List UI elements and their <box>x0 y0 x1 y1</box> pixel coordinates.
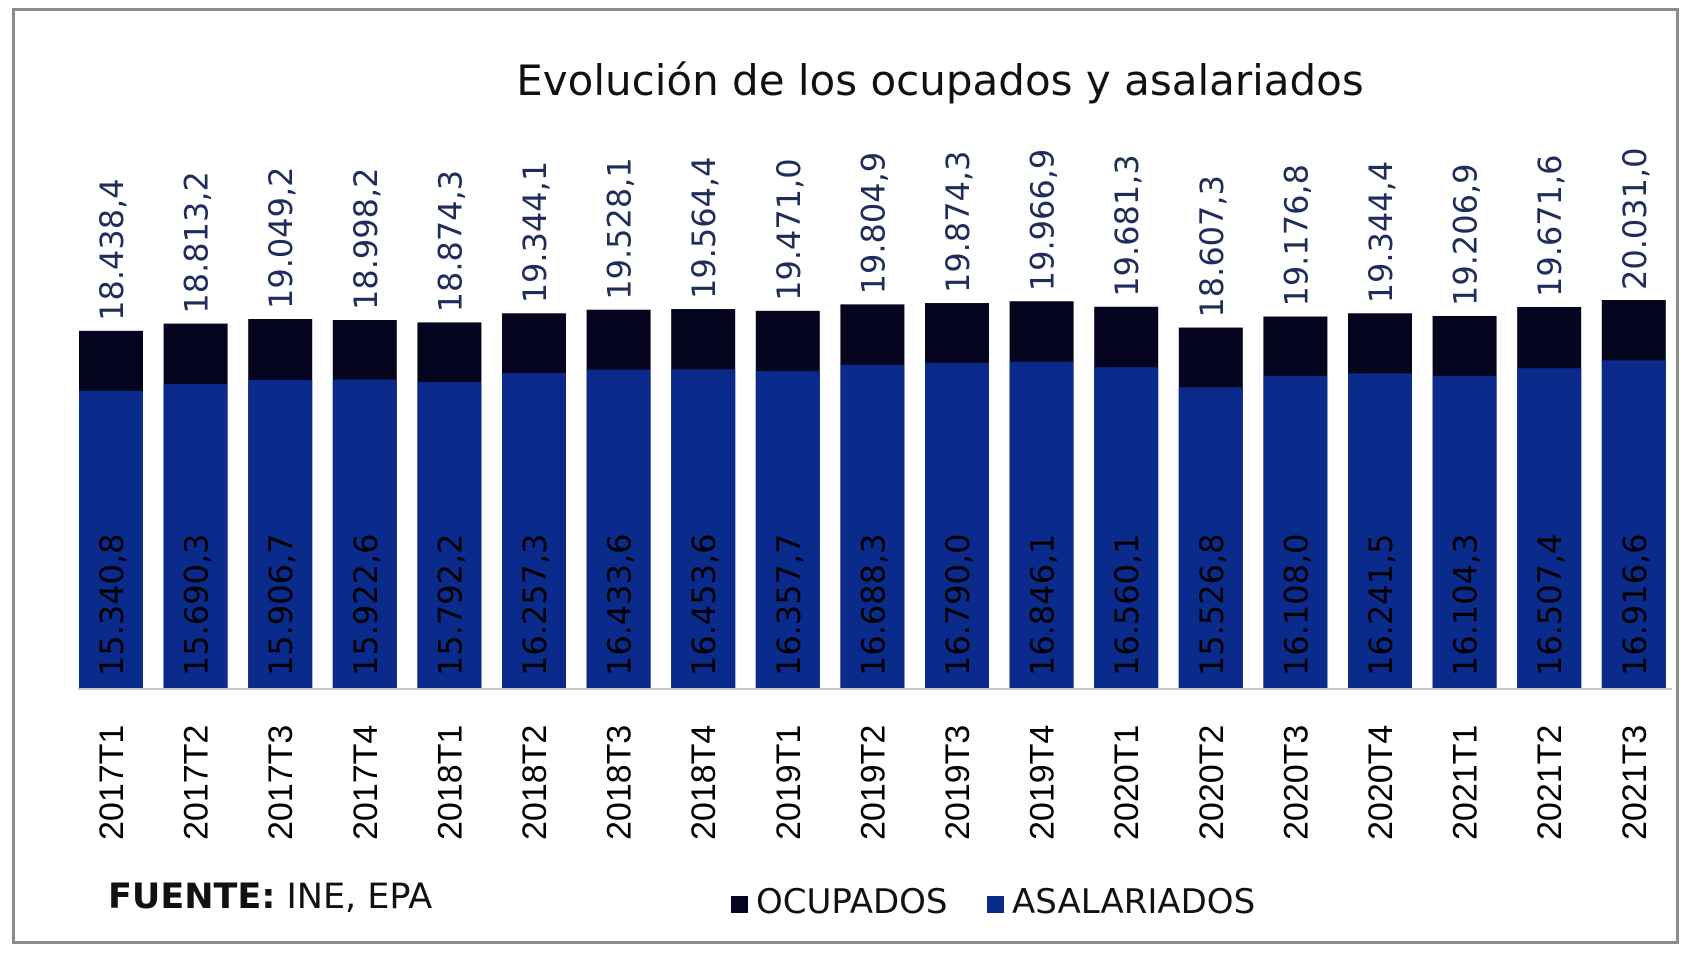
bar-asalariados-2020t1 <box>1094 367 1159 688</box>
legend-label-ocupados: OCUPADOS <box>756 882 948 922</box>
bar-asalariados-2017t2 <box>163 384 228 688</box>
data-label-asalariados-2019t4: 16.846,1 <box>1024 534 1062 677</box>
category-labels-layer: 2017T1 2017T2 2017T3 2017T4 2018T1 2018T2 2018… <box>93 725 1654 840</box>
data-label-asalariados-2020t2: 15.526,8 <box>1193 534 1231 677</box>
bar-asalariados-2020t4 <box>1348 373 1412 688</box>
legend-swatch-ocupados <box>731 896 748 913</box>
data-label-asalariados-2018t4: 16.453,6 <box>685 534 723 677</box>
category-label-2018t4: 2018T4 <box>685 725 723 840</box>
data-label-asalariados-2021t3: 16.916,6 <box>1616 534 1654 677</box>
data-label-ocupados-2020t2: 18.607,3 <box>1193 175 1231 318</box>
legend-swatch-asalariados <box>987 896 1004 913</box>
category-label-2020t2: 2020T2 <box>1193 725 1231 840</box>
bar-asalariados-2019t1 <box>755 371 820 688</box>
bar-asalariados-2019t3 <box>925 362 989 688</box>
data-label-asalariados-2020t4: 16.241,5 <box>1362 534 1400 677</box>
data-label-ocupados-2020t1: 19.681,3 <box>1108 154 1146 297</box>
data-label-asalariados-2017t2: 15.690,3 <box>178 534 216 677</box>
data-label-ocupados-2021t2: 19.671,6 <box>1531 154 1569 297</box>
data-label-ocupados-2020t3: 19.176,8 <box>1277 164 1315 307</box>
category-label-2019t3: 2019T3 <box>939 725 977 840</box>
category-label-2018t2: 2018T2 <box>516 725 554 840</box>
legend-label-asalariados: ASALARIADOS <box>1012 882 1255 922</box>
data-label-asalariados-2020t1: 16.560,1 <box>1108 534 1146 677</box>
bar-asalariados-2018t2 <box>502 373 566 688</box>
data-label-ocupados-2018t1: 18.874,3 <box>431 170 469 313</box>
data-label-ocupados-2018t3: 19.528,1 <box>601 157 639 300</box>
category-label-2021t1: 2021T1 <box>1447 725 1485 840</box>
category-label-2019t1: 2019T1 <box>770 725 808 840</box>
data-label-ocupados-2017t4: 18.998,2 <box>347 168 385 311</box>
data-label-ocupados-2019t2: 19.804,9 <box>854 152 892 295</box>
source-label: FUENTE: <box>108 877 275 917</box>
category-label-2020t1: 2020T1 <box>1108 725 1146 840</box>
data-label-ocupados-2017t3: 19.049,2 <box>262 167 300 310</box>
bar-asalariados-2018t1 <box>417 382 482 688</box>
bar-asalariados-2020t3 <box>1263 375 1328 688</box>
source-note: FUENTE: INE, EPA <box>108 877 432 917</box>
data-label-ocupados-2019t4: 19.966,9 <box>1024 149 1062 292</box>
category-label-2018t1: 2018T1 <box>431 725 469 840</box>
data-label-asalariados-2017t4: 15.922,6 <box>347 534 385 677</box>
data-label-ocupados-2017t2: 18.813,2 <box>178 171 216 314</box>
bar-asalariados-2017t3 <box>248 379 313 688</box>
bar-asalariados-2017t1 <box>79 390 143 688</box>
data-labels-layer: 18.438,4 15.340,8 18.813,2 15.690,3 19.049,2… <box>93 148 1654 677</box>
bar-asalariados-2021t2 <box>1517 368 1582 688</box>
data-label-asalariados-2021t2: 16.507,4 <box>1531 534 1569 677</box>
legend: OCUPADOS ASALARIADOS <box>731 882 1255 922</box>
data-label-ocupados-2019t3: 19.874,3 <box>939 151 977 294</box>
data-label-ocupados-2019t1: 19.471,0 <box>770 158 808 301</box>
category-label-2020t4: 2020T4 <box>1362 725 1400 840</box>
data-label-asalariados-2019t3: 16.790,0 <box>939 534 977 677</box>
bar-asalariados-2018t4 <box>671 369 736 688</box>
category-label-2019t2: 2019T2 <box>854 725 892 840</box>
category-label-2017t1: 2017T1 <box>93 725 131 840</box>
data-label-ocupados-2021t3: 20.031,0 <box>1616 148 1654 291</box>
bar-asalariados-2019t4 <box>1009 361 1074 688</box>
bars-layer <box>79 300 1666 688</box>
category-label-2021t2: 2021T2 <box>1531 725 1569 840</box>
data-label-asalariados-2020t3: 16.108,0 <box>1277 534 1315 677</box>
source-text: INE, EPA <box>275 877 432 917</box>
data-label-ocupados-2020t4: 19.344,4 <box>1362 161 1400 304</box>
data-label-asalariados-2018t2: 16.257,3 <box>516 534 554 677</box>
category-label-2017t4: 2017T4 <box>347 725 385 840</box>
category-label-2017t3: 2017T3 <box>262 725 300 840</box>
data-label-asalariados-2017t3: 15.906,7 <box>262 534 300 677</box>
data-label-ocupados-2017t1: 18.438,4 <box>93 178 131 321</box>
chart-frame <box>12 8 1679 944</box>
chart-title: Evolución de los ocupados y asalariados <box>516 56 1364 105</box>
data-label-ocupados-2018t4: 19.564,4 <box>685 157 723 300</box>
bar-asalariados-2021t1 <box>1432 376 1497 688</box>
bar-asalariados-2020t2 <box>1178 387 1243 688</box>
category-label-2018t3: 2018T3 <box>601 725 639 840</box>
category-label-2017t2: 2017T2 <box>178 725 216 840</box>
data-label-asalariados-2021t1: 16.104,3 <box>1447 534 1485 677</box>
category-label-2021t3: 2021T3 <box>1616 725 1654 840</box>
data-label-ocupados-2021t1: 19.206,9 <box>1447 163 1485 306</box>
data-label-asalariados-2019t2: 16.688,3 <box>854 534 892 677</box>
bar-asalariados-2021t3 <box>1601 360 1666 688</box>
data-label-ocupados-2018t2: 19.344,1 <box>516 161 554 304</box>
data-label-asalariados-2018t1: 15.792,2 <box>431 534 469 677</box>
bar-asalariados-2019t2 <box>840 364 905 688</box>
bar-asalariados-2018t3 <box>586 369 651 688</box>
category-label-2019t4: 2019T4 <box>1024 725 1062 840</box>
category-label-2020t3: 2020T3 <box>1277 725 1315 840</box>
data-label-asalariados-2017t1: 15.340,8 <box>93 534 131 677</box>
bar-asalariados-2017t4 <box>332 379 397 688</box>
data-label-asalariados-2018t3: 16.433,6 <box>601 534 639 677</box>
data-label-asalariados-2019t1: 16.357,7 <box>770 534 808 677</box>
